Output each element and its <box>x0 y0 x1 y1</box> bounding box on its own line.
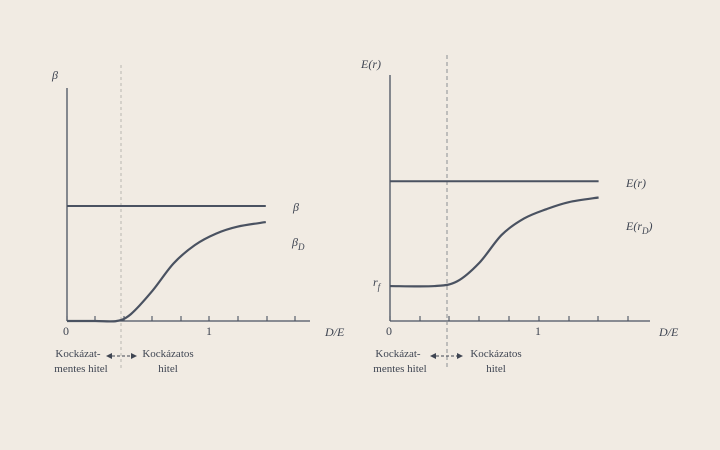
left-note-risky-2: hitel <box>158 363 178 375</box>
left-double-arrow <box>106 353 137 359</box>
left-y-label: β <box>51 68 58 82</box>
left-chart: β β βD 0 1 D/E Kockázat- mentes hitel Ko… <box>51 65 345 375</box>
right-double-arrow <box>430 353 463 359</box>
right-series-label-Er: E(r) <box>625 176 646 190</box>
right-chart: E(r) rf E(r) E(rD) 0 1 D/E Kockázat- men… <box>360 55 679 375</box>
right-y-label-rf: rf <box>373 275 382 292</box>
right-note-riskfree-1: Kockázat- <box>375 348 421 360</box>
left-betaD-curve <box>67 221 266 323</box>
right-ticks <box>389 316 629 321</box>
right-y-label: E(r) <box>360 57 381 71</box>
left-x-tick-1: 1 <box>206 324 212 338</box>
right-x-label: D/E <box>658 325 679 339</box>
right-x-tick-1: 1 <box>535 324 541 338</box>
left-note-risky-1: Kockázatos <box>142 348 193 360</box>
left-note-riskfree-1: Kockázat- <box>55 348 101 360</box>
right-series-label-ErD: E(rD) <box>625 219 653 236</box>
left-x-tick-0: 0 <box>63 324 69 338</box>
right-x-tick-0: 0 <box>386 324 392 338</box>
right-note-riskfree-2: mentes hitel <box>373 363 426 375</box>
left-x-label: D/E <box>324 325 345 339</box>
right-ErD-curve <box>389 196 599 288</box>
left-series-label-betaD: βD <box>291 235 305 252</box>
left-note-riskfree-2: mentes hitel <box>54 363 107 375</box>
left-series-label-beta: β <box>292 200 299 214</box>
right-note-risky-2: hitel <box>486 363 506 375</box>
right-note-risky-1: Kockázatos <box>470 348 521 360</box>
